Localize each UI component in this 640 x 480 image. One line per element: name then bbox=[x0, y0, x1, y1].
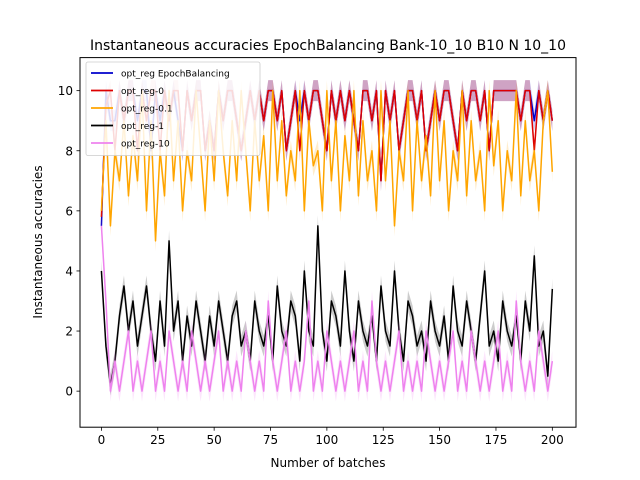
series-line-opt-reg-1 bbox=[100, 225, 554, 386]
x-axis-title: Number of batches bbox=[271, 456, 386, 470]
plot-frame bbox=[79, 57, 577, 428]
series-band-opt-reg-10 bbox=[101, 215, 553, 402]
y-tick-label: 10 bbox=[58, 84, 73, 98]
x-tick-label: 50 bbox=[207, 433, 222, 447]
y-tick-label: 2 bbox=[65, 325, 73, 339]
legend-label: opt_reg-1 bbox=[121, 122, 164, 132]
x-tick-label: 0 bbox=[98, 433, 106, 447]
legend-box bbox=[85, 61, 261, 156]
legend-label: opt_reg-0 bbox=[121, 87, 164, 97]
y-tick-label: 8 bbox=[65, 144, 73, 158]
legend: opt_reg EpochBalancing opt_reg-0 opt_reg-0… bbox=[85, 61, 261, 156]
x-tick-label: 175 bbox=[485, 433, 508, 447]
series-band-opt-reg-1 bbox=[101, 215, 553, 396]
legend-label: opt_reg EpochBalancing bbox=[121, 70, 230, 80]
x-tick-label: 75 bbox=[263, 433, 278, 447]
x-tick-label: 25 bbox=[150, 433, 165, 447]
y-axis: 0 2 4 6 8 10 bbox=[58, 84, 80, 399]
y-axis-title: Instantaneous accuracies bbox=[31, 165, 45, 318]
x-tick-label: 100 bbox=[315, 433, 338, 447]
y-tick-label: 4 bbox=[65, 264, 73, 278]
y-tick-label: 0 bbox=[65, 385, 73, 399]
series-line-opt-reg-10 bbox=[100, 225, 554, 392]
x-tick-label: 125 bbox=[372, 433, 395, 447]
y-tick-label: 6 bbox=[65, 204, 73, 218]
legend-label: opt_reg-0.1 bbox=[121, 105, 173, 115]
x-tick-label: 200 bbox=[541, 433, 564, 447]
x-axis: 0 25 50 75 100 125 150 175 200 bbox=[98, 427, 564, 447]
chart-title: Instantaneous accuracies EpochBalancing … bbox=[90, 38, 566, 54]
series-layer bbox=[100, 80, 554, 402]
x-tick-label: 150 bbox=[428, 433, 451, 447]
legend-label: opt_reg-10 bbox=[121, 140, 170, 150]
